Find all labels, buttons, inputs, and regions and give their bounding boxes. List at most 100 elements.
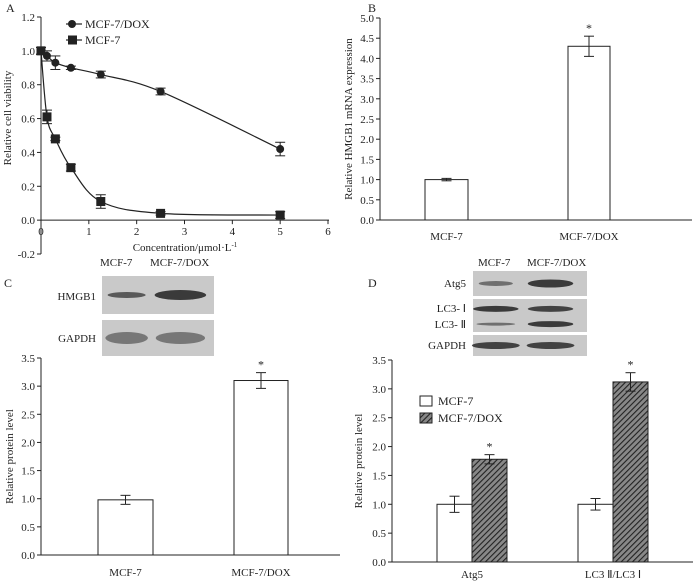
panel-a-x-tick-label: 0 (38, 226, 44, 238)
panel-c-y-tick-label: 3.5 (21, 353, 35, 365)
panel-d-blot-band (527, 321, 574, 328)
panel-b-x-tick-label: MCF-7 (430, 231, 463, 243)
panel-b-y-tick-label: 4.0 (360, 53, 374, 65)
panel-a-y-tick-label: 1.0 (21, 46, 35, 58)
panel-a-x-tick-label: 3 (182, 226, 188, 238)
panel-a-point-circle (96, 70, 105, 79)
panel-a-y-axis-label: Relative cell viability (2, 70, 14, 165)
panel-a-x-label-sup: -1 (231, 241, 237, 249)
panel-a-point-circle (66, 63, 75, 72)
panel-d-blot-band (471, 342, 520, 349)
panel-c-y-tick-label: 1.5 (21, 466, 35, 478)
panel-b-y-tick-label: 1.5 (360, 154, 374, 166)
panel-c-y-tick-label: 2.0 (21, 437, 35, 449)
panel-c-y-tick-label: 0.0 (21, 550, 35, 562)
panel-a-y-tick-label: 0.4 (21, 147, 35, 159)
panel-b-y-tick-label: 4.5 (360, 33, 374, 45)
panel-d-blot-band (526, 342, 575, 349)
panel-c-blot-row-label: GAPDH (58, 333, 96, 345)
panel-c-blot-column-label: MCF-7/DOX (150, 257, 209, 269)
panel-d-significance-marker: * (628, 358, 634, 372)
panel-label-d: D (368, 276, 377, 290)
panel-a-legend-square-icon (68, 35, 77, 45)
panel-d-significance-marker: * (487, 440, 493, 454)
panel-b-y-axis-label: Relative HMGB1 mRNA expression (343, 38, 355, 200)
panel-c-blot-row-label: HMGB1 (57, 291, 96, 303)
panel-a-x-tick-label: 4 (230, 226, 236, 238)
panel-c-bar (97, 499, 154, 556)
panel-d-blot-column-label: MCF-7/DOX (527, 257, 586, 269)
panel-a-point-circle (276, 145, 285, 154)
panel-label-c: C (4, 276, 12, 290)
panel-c-x-tick-label: MCF-7 (109, 567, 142, 579)
panel-d-x-tick-label: Atg5 (461, 569, 484, 581)
panel-d-y-tick-label: 3.5 (372, 355, 386, 367)
panel-b-x-tick-label: MCF-7/DOX (559, 231, 618, 243)
panel-d-legend-label: MCF-7/DOX (438, 411, 503, 425)
panel-a-point-square (96, 197, 106, 207)
panel-a-point-square (66, 163, 76, 173)
panel-a-y-tick-label: 0.6 (21, 114, 35, 126)
panel-d-blot-band (527, 279, 574, 288)
panel-a-x-label-main: Concentration/μmol·L (133, 242, 232, 254)
panel-d-y-axis-label: Relative protein level (353, 414, 365, 509)
panel-a-point-circle (51, 58, 60, 67)
panel-b-y-tick-label: 1.0 (360, 175, 374, 187)
panel-d-y-tick-label: 0.0 (372, 557, 386, 569)
panel-d-blot-band (476, 322, 516, 326)
panel-d-bar-mcf7 (436, 503, 473, 563)
panel-d-blot-row-label: GAPDH (428, 340, 466, 352)
panel-c-y-tick-label: 2.5 (21, 409, 35, 421)
panel-c-y-axis-label: Relative protein level (4, 409, 16, 504)
panel-b-bar (567, 45, 611, 221)
panel-c-y-tick-label: 3.0 (21, 381, 35, 393)
panel-a-x-tick-label: 2 (134, 226, 140, 238)
panel-c-y-tick-label: 0.5 (21, 522, 35, 534)
panel-a-point-circle (156, 87, 165, 96)
panel-c-blot-band (105, 332, 148, 344)
panel-d-y-tick-label: 3.0 (372, 384, 386, 396)
panel-b-y-tick-label: 3.0 (360, 94, 374, 106)
panel-b-bar (424, 179, 469, 221)
panel-a-series-line-1 (40, 50, 281, 216)
panel-d-blot-band (478, 281, 513, 286)
panel-a-legend-label: MCF-7/DOX (85, 17, 150, 31)
panel-c-y-tick-label: 1.0 (21, 494, 35, 506)
panel-b-y-tick-label: 2.0 (360, 134, 374, 146)
panel-d-blot-row-label: LC3- Ⅰ (437, 303, 466, 315)
panel-c-x-tick-label: MCF-7/DOX (231, 567, 290, 579)
panel-c-bar (233, 380, 289, 556)
panel-d-y-tick-label: 2.5 (372, 413, 386, 425)
panel-d-blot-band (473, 305, 519, 312)
panel-d-y-tick-label: 1.5 (372, 470, 386, 482)
panel-b-y-tick-label: 0.5 (360, 195, 374, 207)
panel-b-y-tick-label: 2.5 (360, 114, 374, 126)
panel-d-bar-mcf7-dox (471, 458, 508, 563)
panel-a-point-square (36, 46, 46, 56)
panel-d-bar-mcf7-dox (612, 381, 649, 563)
panel-a-x-tick-label: 5 (277, 226, 283, 238)
panel-d-bar-mcf7 (577, 503, 614, 563)
panel-label-b: B (368, 1, 376, 15)
panel-d-blot-strip (473, 299, 587, 332)
panel-c-significance-marker: * (258, 358, 264, 372)
panel-d-legend-swatch-icon (419, 395, 433, 407)
panel-c-blot-band (107, 292, 146, 298)
panel-a-point-square (42, 112, 52, 122)
panel-b-y-tick-label: 0.0 (360, 215, 374, 227)
panel-a-y-tick-label: 0.2 (21, 181, 35, 193)
panel-d-blot-row-label: Atg5 (444, 278, 467, 290)
panel-d-blot-column-label: MCF-7 (478, 257, 511, 269)
panel-d-blot-row-label: LC3- Ⅱ (435, 319, 466, 331)
panel-a-legend-circle-icon (68, 20, 76, 28)
panel-d-y-tick-label: 2.0 (372, 442, 386, 454)
panel-a-point-square (50, 134, 60, 144)
panel-a-point-square (275, 210, 285, 220)
panel-b-significance-marker: * (586, 21, 592, 35)
panel-a-x-tick-label: 1 (86, 226, 92, 238)
panel-a-x-axis-label: Concentration/μmol·L-1 (133, 241, 238, 254)
panel-d-y-tick-label: 0.5 (372, 528, 386, 540)
panel-a-y-tick-label: 1.2 (21, 12, 35, 24)
panel-a-legend-label: MCF-7 (85, 33, 120, 47)
